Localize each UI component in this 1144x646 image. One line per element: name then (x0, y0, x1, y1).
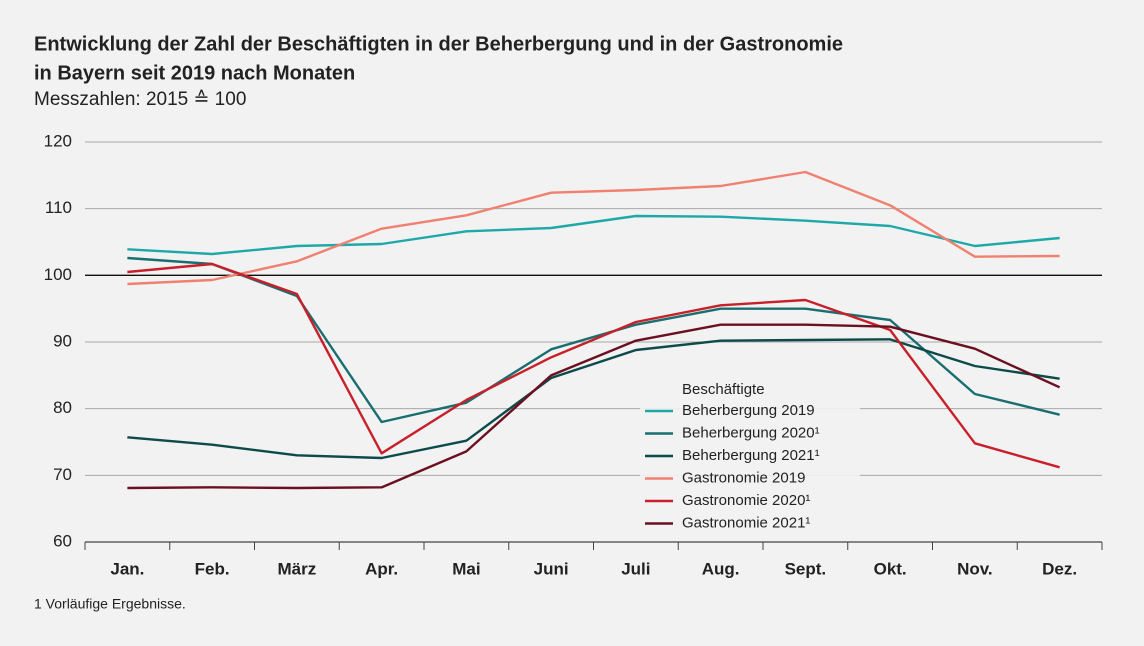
x-tick-label: Okt. (874, 559, 907, 578)
legend-bg (640, 491, 860, 512)
legend-bg (640, 468, 860, 490)
series-line (127, 323, 1061, 490)
y-tick-label: 70 (53, 465, 72, 484)
chart-title: in Bayern seit 2019 nach Monaten (34, 62, 355, 84)
y-tick-label: 110 (45, 198, 72, 217)
chart-subtitle: Messzahlen: 2015 ≙ 100 (34, 89, 246, 110)
y-tick-label: 80 (53, 398, 72, 417)
series-line (127, 262, 1060, 469)
chart-title: Entwicklung der Zahl der Beschäftigten i… (34, 33, 843, 55)
legend-label: Beherbergung 2021¹ (682, 447, 820, 464)
legend-title: Beschäftigte (682, 381, 765, 398)
series-line (127, 170, 1060, 286)
x-tick-label: Jan. (110, 559, 144, 578)
legend-bg (640, 513, 860, 535)
x-tick-label: Feb. (195, 559, 230, 578)
legend-bg (640, 423, 860, 445)
y-tick-label: 100 (44, 265, 72, 284)
footnote: 1 Vorläufige Ergebnisse. (34, 596, 186, 612)
legend-label: Gastronomie 2019 (682, 469, 805, 486)
legend-label: Beherbergung 2020¹ (682, 424, 820, 441)
legend-label: Beherbergung 2019 (682, 402, 815, 419)
series-line (127, 214, 1060, 256)
y-tick-label: 120 (44, 131, 72, 150)
legend-bg (640, 446, 860, 467)
y-tick-label: 60 (53, 531, 72, 550)
x-tick-label: Mai (452, 559, 480, 578)
x-tick-label: Dez. (1042, 559, 1077, 578)
y-tick-label: 90 (53, 331, 72, 350)
legend-label: Gastronomie 2021¹ (682, 514, 810, 531)
x-tick-label: Apr. (365, 559, 398, 578)
series-line (127, 256, 1060, 424)
legend-label: Gastronomie 2020¹ (682, 492, 810, 509)
x-tick-label: Nov. (957, 559, 993, 578)
x-tick-label: Juni (534, 559, 569, 578)
x-tick-label: Juli (621, 559, 650, 578)
legend-bg (640, 401, 860, 422)
x-tick-label: Sept. (785, 559, 827, 578)
x-tick-label: März (278, 559, 317, 578)
series-line (127, 338, 1060, 460)
x-tick-label: Aug. (702, 559, 740, 578)
